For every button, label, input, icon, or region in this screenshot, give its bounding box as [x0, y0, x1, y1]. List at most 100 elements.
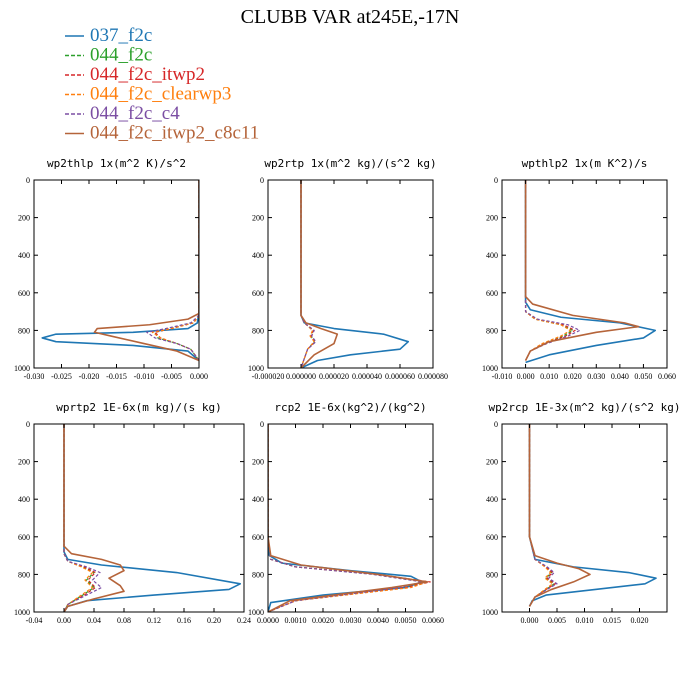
panel-1: wp2rtp 1x(m^2 kg)/(s^2 kg)0 200 400 600 800 1…: [248, 157, 448, 381]
plot-frame: [267, 179, 434, 369]
y-tick-label: 800: [252, 570, 264, 579]
panel-5: wp2rcp 1E-3x(m^2 kg)/(s^2 kg) 0 200 400 600 8…: [482, 401, 681, 625]
x-tick-label: 0.010: [540, 372, 558, 381]
y-tick-label: 1000: [248, 364, 264, 373]
series-line-044_f2c_itwp2_c8c11: [300, 180, 339, 368]
x-tick-label: 0.000020: [319, 372, 349, 381]
y-tick-label: 800: [486, 326, 498, 335]
x-tick-label: 0.0050: [395, 616, 417, 625]
y-tick-label: 600: [252, 533, 264, 542]
panel-title-3: wprtp2 1E-6x(m kg)/(s kg): [56, 401, 222, 414]
figure-title: CLUBB VAR at245E,-17N: [241, 6, 460, 28]
y-tick-label: 200: [486, 214, 498, 223]
x-tick-label: 0.00: [57, 616, 71, 625]
x-tick-label: 0.0010: [285, 616, 307, 625]
legend-entry-3: 044_f2c_clearwp3: [90, 84, 231, 105]
x-tick-label: 0.04: [87, 616, 101, 625]
y-tick-label: 200: [18, 458, 30, 467]
legend-entry-5: 044_f2c_itwp2_c8c11: [90, 123, 259, 144]
y-tick-label: 200: [486, 458, 498, 467]
x-tick-label: 0.005: [548, 616, 566, 625]
series-line-044_f2c_itwp2_c8c11: [524, 180, 640, 361]
y-tick-label: 800: [486, 570, 498, 579]
x-tick-label: -0.030: [24, 372, 45, 381]
panel-title-5: wp2rcp 1E-3x(m^2 kg)/(s^2 kg): [488, 401, 680, 414]
y-tick-label: 0: [494, 176, 498, 185]
y-tick-label: 800: [252, 326, 264, 335]
x-tick-label: 0.060: [658, 372, 676, 381]
x-tick-label: 0.0020: [312, 616, 334, 625]
plot-frame: [33, 423, 245, 613]
x-tick-label: -0.04: [26, 616, 43, 625]
x-tick-label: -0.015: [106, 372, 127, 381]
legend-entry-4: 044_f2c_c4: [90, 103, 180, 124]
y-tick-label: 1000: [482, 608, 498, 617]
panel-title-0: wp2thlp 1x(m^2 K)/s^2: [47, 157, 186, 170]
x-tick-label: 0.000: [190, 372, 208, 381]
x-tick-label: 0.000: [521, 616, 539, 625]
series-line-037_f2c: [41, 180, 199, 362]
plot-frame: [501, 179, 668, 369]
x-tick-label: 0.12: [147, 616, 161, 625]
x-tick-label: 0.000040: [352, 372, 382, 381]
x-tick-label: 0.000080: [418, 372, 448, 381]
y-tick-label: 0: [260, 420, 264, 429]
y-tick-label: 0: [260, 176, 264, 185]
x-tick-label: 0.020: [564, 372, 582, 381]
x-tick-label: 0.010: [576, 616, 594, 625]
panels: wp2thlp 1x(m^2 K)/s^202004006008001000-0…: [14, 157, 681, 625]
legend-entry-2: 044_f2c_itwp2: [90, 64, 205, 85]
x-tick-label: -0.005: [161, 372, 182, 381]
series-line-044_f2c_itwp2_c8c11: [528, 424, 591, 607]
y-tick-label: 600: [486, 533, 498, 542]
legend-entry-0: 037_f2c: [90, 25, 152, 46]
y-tick-label: 400: [486, 251, 498, 260]
y-tick-label: 400: [252, 495, 264, 504]
panel-2: wpthlp2 1x(m K^2)/s 0 200 400 600 800 1000-0.0…: [482, 157, 676, 381]
x-tick-label: 0.000: [517, 372, 535, 381]
x-tick-label: 0.040: [611, 372, 629, 381]
y-tick-label: 400: [18, 251, 30, 260]
x-tick-label: -0.010: [492, 372, 513, 381]
y-tick-label: 600: [486, 289, 498, 298]
panel-title-1: wp2rtp 1x(m^2 kg)/(s^2 kg): [264, 157, 436, 170]
y-tick-label: 1000: [248, 608, 264, 617]
x-tick-label: 0.0040: [367, 616, 389, 625]
x-tick-label: 0.000060: [385, 372, 415, 381]
x-tick-label: -0.010: [134, 372, 155, 381]
series-line-044_f2c_c4: [146, 180, 199, 361]
x-tick-label: 0.0000: [257, 616, 279, 625]
x-tick-label: 0.08: [117, 616, 131, 625]
series-line-044_f2c_itwp2_c8c11: [268, 424, 429, 612]
y-tick-label: 600: [18, 533, 30, 542]
y-tick-label: 400: [18, 495, 30, 504]
panel-4: rcp2 1E-6x(kg^2)/(kg^2) 0 200 400 600 800 1000…: [248, 401, 444, 625]
series-line-044_f2c_clearwp3: [528, 424, 554, 607]
x-tick-label: 0.000000: [286, 372, 316, 381]
panel-title-4: rcp2 1E-6x(kg^2)/(kg^2): [274, 401, 426, 414]
y-tick-label: 200: [252, 458, 264, 467]
x-tick-label: 0.0060: [422, 616, 444, 625]
x-tick-label: 0.0030: [340, 616, 362, 625]
y-tick-label: 600: [18, 289, 30, 298]
series-line-044_f2c_itwp2_c8c11: [93, 180, 199, 362]
series-line-044_f2c_itwp2_c8c11: [63, 424, 125, 612]
y-tick-label: 1000: [14, 608, 30, 617]
x-tick-label: 0.050: [634, 372, 652, 381]
y-tick-label: 800: [18, 570, 30, 579]
legend: 037_f2c044_f2c044_f2c_itwp2044_f2c_clear…: [65, 25, 259, 144]
y-tick-label: 400: [486, 495, 498, 504]
y-tick-label: 800: [18, 326, 30, 335]
panel-3: wprtp2 1E-6x(m kg)/(s kg) 0 200 400 600 800 10…: [14, 401, 251, 625]
x-tick-label: 0.020: [631, 616, 649, 625]
x-tick-label: 0.16: [177, 616, 191, 625]
y-tick-label: 1000: [482, 364, 498, 373]
panel-title-2: wpthlp2 1x(m K^2)/s: [522, 157, 648, 170]
y-tick-label: 400: [252, 251, 264, 260]
x-tick-label: 0.015: [603, 616, 621, 625]
series-line-044_f2c_itwp2: [528, 424, 556, 607]
x-tick-label: 0.24: [237, 616, 251, 625]
legend-entry-1: 044_f2c: [90, 45, 152, 66]
y-tick-label: 0: [26, 420, 30, 429]
